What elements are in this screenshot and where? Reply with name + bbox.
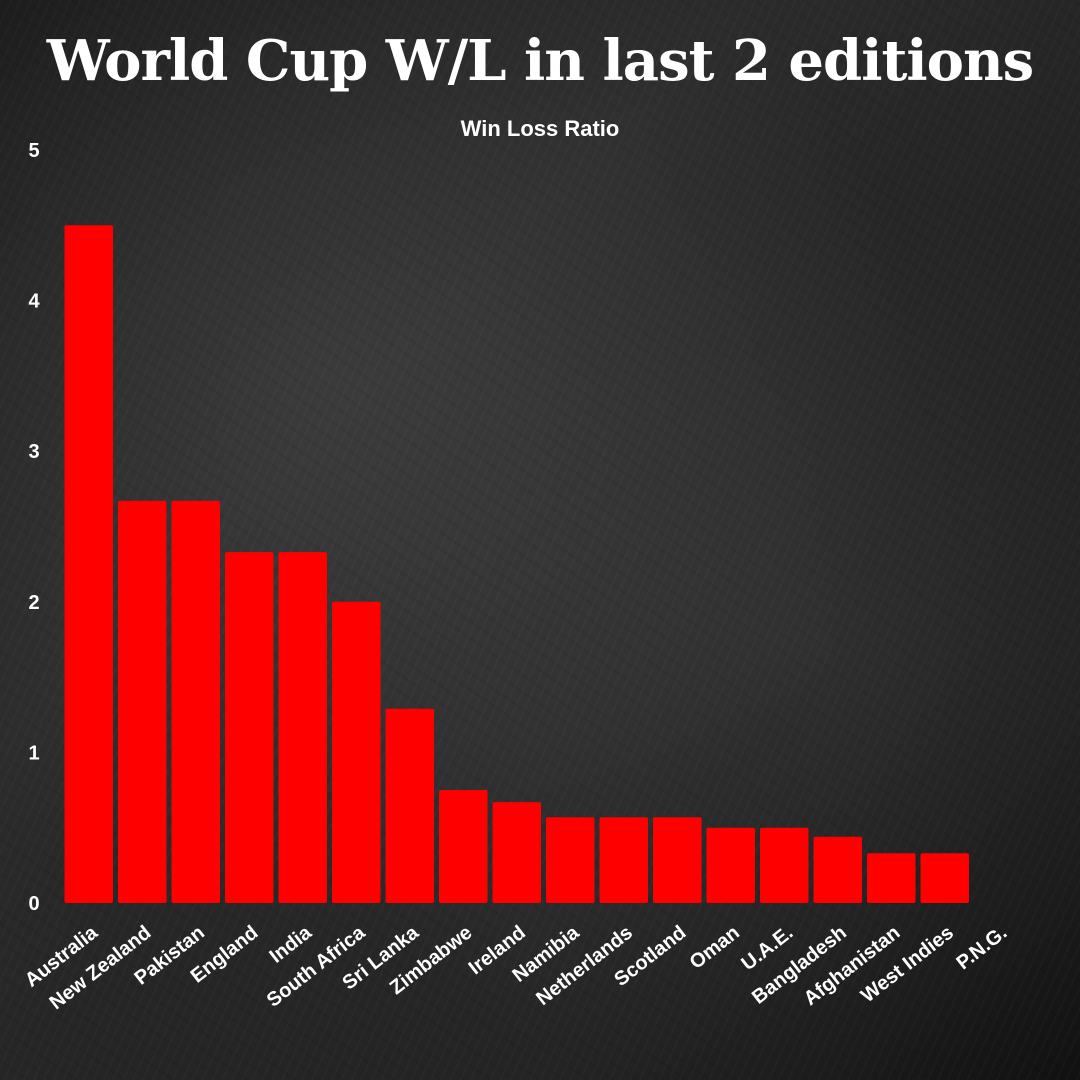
bar bbox=[492, 802, 541, 903]
y-axis: 0 1 2 3 4 5 bbox=[28, 140, 40, 915]
x-category-label: West Indies bbox=[857, 922, 958, 1008]
bars-group bbox=[64, 225, 969, 904]
y-tick-label: 5 bbox=[28, 140, 39, 162]
y-tick-label: 3 bbox=[28, 441, 39, 463]
y-tick-label: 0 bbox=[28, 893, 39, 915]
bar bbox=[706, 827, 755, 903]
bar bbox=[653, 817, 702, 903]
bar bbox=[813, 836, 862, 903]
chart-subtitle: Win Loss Ratio bbox=[460, 116, 620, 141]
bar bbox=[385, 708, 434, 903]
bar bbox=[118, 500, 167, 903]
bar bbox=[867, 853, 916, 903]
bar bbox=[920, 853, 969, 903]
bar bbox=[278, 552, 327, 903]
bar bbox=[546, 817, 595, 903]
bar bbox=[599, 817, 648, 903]
y-tick-label: 4 bbox=[28, 291, 40, 313]
chart-title: World Cup W/L in last 2 editions bbox=[46, 28, 1034, 94]
bar bbox=[439, 790, 488, 903]
bar bbox=[171, 500, 220, 903]
bar bbox=[225, 552, 274, 903]
bar bbox=[64, 225, 113, 904]
y-tick-label: 2 bbox=[28, 592, 39, 614]
x-category-label: P.N.G. bbox=[953, 922, 1012, 975]
bar bbox=[760, 827, 809, 903]
y-tick-label: 1 bbox=[28, 742, 39, 764]
bar bbox=[332, 601, 381, 903]
x-category-label: Oman bbox=[686, 922, 744, 974]
